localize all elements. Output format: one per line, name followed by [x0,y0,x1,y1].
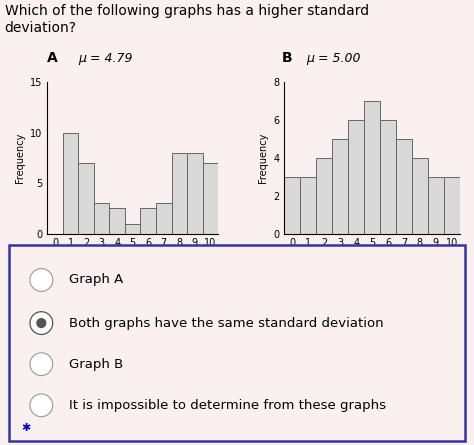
Text: μ = 4.79: μ = 4.79 [78,52,133,65]
Bar [444,177,460,234]
Y-axis label: Frequency: Frequency [258,133,268,183]
Bar [316,158,332,234]
Bar [396,139,412,234]
Ellipse shape [30,394,53,417]
Bar [348,120,364,234]
Bar [156,203,172,234]
Bar [172,153,187,234]
X-axis label: Score: Score [115,254,150,264]
Bar [412,158,428,234]
Bar [109,208,125,234]
Ellipse shape [30,269,53,291]
Ellipse shape [30,312,53,335]
Y-axis label: Frequency: Frequency [15,133,25,183]
Bar [140,208,156,234]
Bar [125,223,140,234]
Bar [301,177,316,234]
Text: B: B [282,51,292,65]
Text: Graph A: Graph A [69,274,123,287]
Bar [63,133,78,234]
Bar [187,153,202,234]
Bar [94,203,109,234]
FancyBboxPatch shape [9,245,465,441]
Text: Graph B: Graph B [69,358,123,371]
Bar [78,163,94,234]
Text: μ = 5.00: μ = 5.00 [306,52,360,65]
Bar [380,120,396,234]
Text: A: A [47,51,58,65]
Bar [332,139,348,234]
Bar [364,101,380,234]
Text: It is impossible to determine from these graphs: It is impossible to determine from these… [69,399,386,412]
Text: ✱: ✱ [21,423,30,433]
Text: Both graphs have the same standard deviation: Both graphs have the same standard devia… [69,316,383,330]
Bar [284,177,301,234]
Ellipse shape [36,318,46,328]
Bar [202,163,218,234]
Bar [428,177,444,234]
Ellipse shape [30,353,53,376]
Text: Which of the following graphs has a higher standard
deviation?: Which of the following graphs has a high… [5,4,369,35]
X-axis label: Score: Score [355,254,390,264]
